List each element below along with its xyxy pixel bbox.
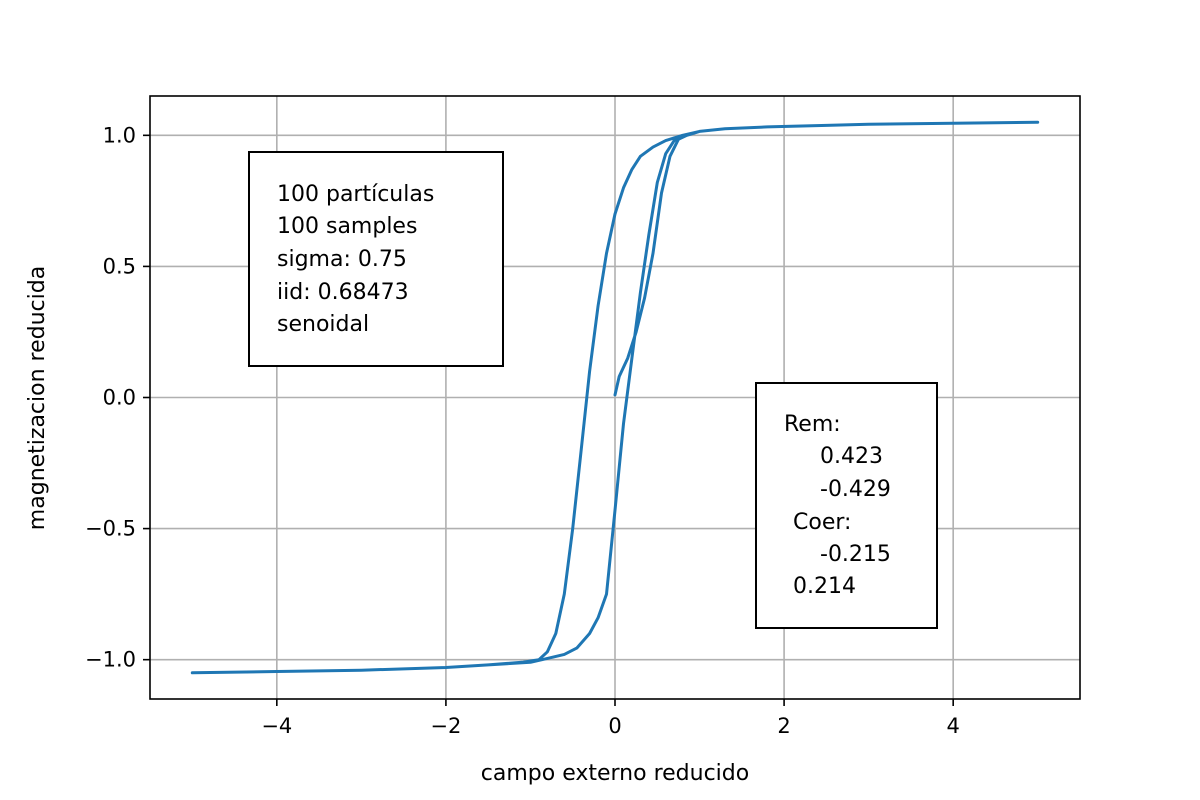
rem-label: Rem:	[784, 412, 841, 437]
x-axis-label: campo externo reducido	[481, 761, 749, 786]
rem-value-negative: -0.429	[820, 477, 891, 502]
x-tick-label: 0	[608, 714, 621, 738]
info-box-line-iid: iid: 0.68473	[277, 280, 409, 305]
info-box-line-particles: 100 partículas	[277, 182, 434, 207]
y-tick-label: −0.5	[85, 517, 136, 541]
rem-coer-box-frame	[755, 382, 938, 629]
y-tick-label: 0.0	[103, 386, 136, 410]
ticks: −4 −2 0 2 4 −1.0 −0.5 0.0 0.5 1.0	[85, 123, 960, 738]
rem-coer-box: Rem: 0.423 -0.429 Coer: -0.215 0.214	[755, 382, 938, 629]
y-axis-label: magnetizacion reducida	[25, 266, 50, 530]
rem-value-positive: 0.423	[820, 444, 883, 469]
info-box-line-sigma: sigma: 0.75	[277, 247, 407, 272]
info-box: 100 partículas 100 samples sigma: 0.75 i…	[248, 151, 504, 367]
y-tick-label: 1.0	[103, 123, 136, 147]
x-tick-label: −2	[430, 714, 461, 738]
info-box-frame	[248, 151, 504, 367]
x-tick-label: −4	[261, 714, 292, 738]
info-box-line-samples: 100 samples	[277, 214, 417, 239]
y-tick-label: 0.5	[103, 254, 136, 278]
coer-value-negative: -0.215	[820, 542, 891, 567]
y-tick-label: −1.0	[85, 648, 136, 672]
coer-label: Coer:	[793, 510, 851, 535]
coer-value-positive: 0.214	[793, 574, 856, 599]
series-line	[190, 120, 1040, 675]
x-tick-label: 4	[946, 714, 959, 738]
x-tick-label: 2	[777, 714, 790, 738]
info-box-line-signal: senoidal	[277, 312, 369, 337]
